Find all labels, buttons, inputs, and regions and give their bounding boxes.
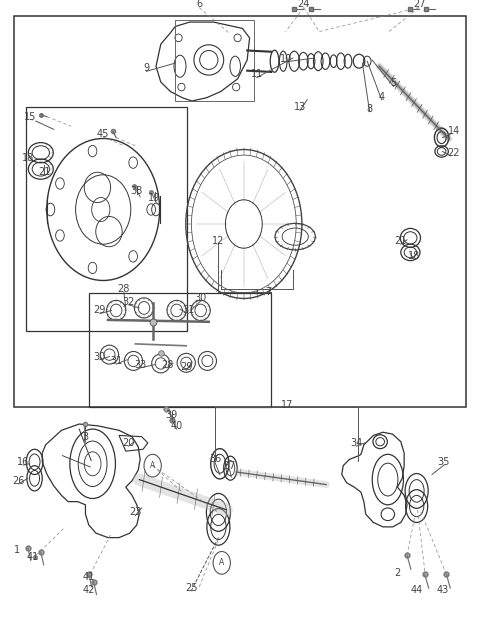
Text: 39: 39 bbox=[166, 410, 178, 420]
Bar bbox=[14, 16, 466, 407]
Text: 38: 38 bbox=[131, 186, 143, 196]
Text: 13: 13 bbox=[294, 102, 306, 112]
Text: 20: 20 bbox=[122, 438, 135, 448]
Text: 1: 1 bbox=[14, 545, 20, 555]
Text: 31: 31 bbox=[110, 356, 122, 366]
Text: 30: 30 bbox=[94, 351, 106, 362]
Text: 21: 21 bbox=[395, 236, 407, 246]
Text: 44: 44 bbox=[410, 585, 423, 595]
Text: 18: 18 bbox=[22, 153, 34, 163]
Text: 3: 3 bbox=[83, 432, 88, 442]
Text: 15: 15 bbox=[24, 112, 36, 122]
Text: 36: 36 bbox=[209, 454, 221, 464]
Text: 41: 41 bbox=[26, 551, 39, 562]
Text: 29: 29 bbox=[94, 305, 106, 316]
Text: 41: 41 bbox=[83, 572, 95, 582]
Text: 24: 24 bbox=[298, 0, 310, 9]
Bar bbox=[89, 293, 271, 407]
Text: 7: 7 bbox=[264, 286, 271, 297]
Text: 16: 16 bbox=[17, 457, 29, 467]
Text: 37: 37 bbox=[223, 461, 236, 471]
Text: 35: 35 bbox=[438, 457, 450, 467]
Text: 8: 8 bbox=[367, 103, 372, 114]
Text: 34: 34 bbox=[350, 438, 362, 448]
Text: 22: 22 bbox=[447, 148, 460, 158]
Text: 2: 2 bbox=[394, 568, 401, 578]
Text: 6: 6 bbox=[196, 0, 202, 9]
Text: 27: 27 bbox=[413, 0, 425, 9]
Text: 30: 30 bbox=[194, 293, 207, 303]
Text: 32: 32 bbox=[122, 297, 135, 307]
Text: 18: 18 bbox=[408, 251, 420, 261]
Text: 45: 45 bbox=[97, 129, 109, 139]
Text: 31: 31 bbox=[182, 305, 194, 316]
Text: 21: 21 bbox=[38, 167, 50, 177]
Text: 29: 29 bbox=[180, 362, 192, 372]
Text: 40: 40 bbox=[170, 421, 183, 431]
Text: 10: 10 bbox=[279, 54, 292, 64]
Text: 43: 43 bbox=[436, 585, 449, 595]
Bar bbox=[175, 20, 254, 101]
Text: 28: 28 bbox=[161, 360, 173, 370]
Text: 33: 33 bbox=[134, 360, 146, 370]
Text: 19: 19 bbox=[148, 193, 161, 203]
Text: 28: 28 bbox=[118, 284, 130, 294]
Text: 26: 26 bbox=[12, 476, 24, 486]
Text: 5: 5 bbox=[390, 78, 397, 88]
Text: 25: 25 bbox=[185, 583, 197, 593]
Text: 9: 9 bbox=[144, 63, 149, 73]
Text: A: A bbox=[150, 461, 155, 470]
Text: 42: 42 bbox=[83, 585, 95, 595]
Text: 4: 4 bbox=[379, 91, 384, 102]
Text: 17: 17 bbox=[281, 400, 293, 410]
Text: 23: 23 bbox=[129, 507, 142, 517]
Text: 12: 12 bbox=[212, 236, 225, 246]
Bar bbox=[26, 107, 187, 331]
Text: 14: 14 bbox=[447, 126, 460, 136]
Text: A: A bbox=[219, 558, 224, 567]
Text: 11: 11 bbox=[251, 69, 263, 80]
